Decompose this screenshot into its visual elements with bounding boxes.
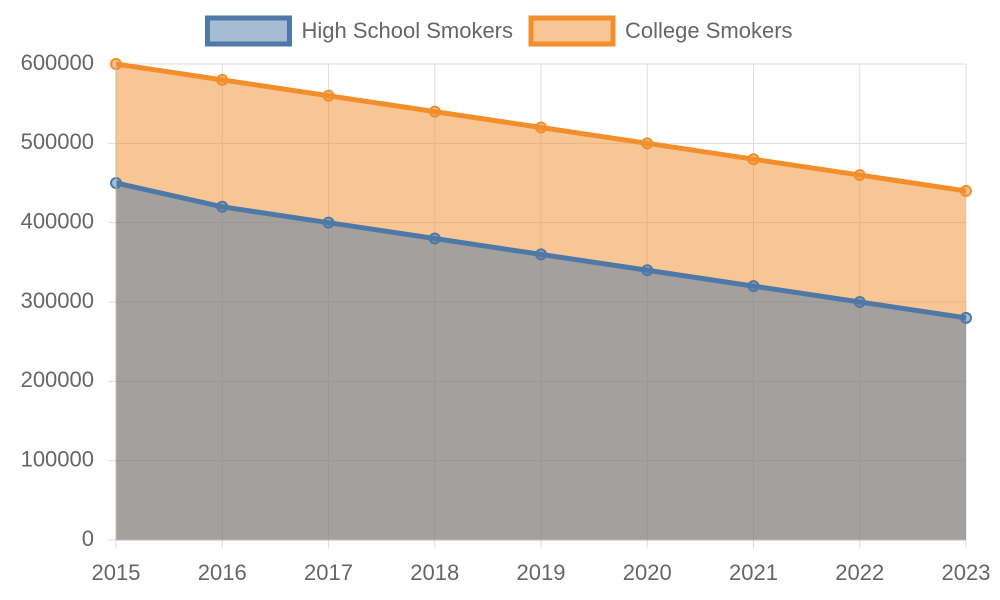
y-tick-label: 0 [82, 526, 94, 551]
legend-label: College Smokers [625, 18, 793, 43]
x-tick-label: 2018 [410, 560, 459, 585]
data-point [641, 264, 654, 277]
y-tick-label: 500000 [21, 129, 94, 154]
data-point [960, 184, 972, 197]
data-point [960, 311, 972, 324]
data-point [853, 169, 866, 182]
data-point [428, 232, 441, 245]
data-point [535, 121, 547, 134]
y-tick-label: 400000 [21, 208, 94, 233]
legend-swatch [528, 15, 616, 47]
x-tick-label: 2021 [729, 560, 778, 585]
data-point [853, 296, 866, 308]
x-tick-label: 2016 [198, 560, 247, 585]
data-point [428, 105, 441, 118]
data-point [322, 89, 335, 102]
x-tick-label: 2015 [92, 560, 141, 585]
legend: High School Smokers College Smokers [204, 15, 793, 47]
data-point [216, 73, 229, 86]
x-tick-label: 2020 [623, 560, 672, 585]
data-point [641, 137, 654, 150]
y-tick-label: 300000 [21, 288, 94, 313]
data-point [747, 280, 760, 293]
x-tick-label: 2019 [517, 560, 566, 585]
x-tick-label: 2017 [304, 560, 353, 585]
y-tick-label: 600000 [21, 50, 94, 75]
data-point [747, 153, 760, 166]
y-tick-label: 200000 [21, 367, 94, 392]
legend-item[interactable]: High School Smokers [204, 15, 513, 47]
y-tick-label: 100000 [21, 446, 94, 471]
x-tick-label: 2022 [835, 560, 884, 585]
data-point [535, 248, 547, 261]
x-tick-label: 2023 [942, 560, 991, 585]
legend-swatch [204, 15, 292, 47]
data-point [216, 200, 229, 213]
legend-label: High School Smokers [301, 18, 513, 43]
area-fill [116, 183, 966, 540]
data-point [322, 216, 335, 229]
legend-item[interactable]: College Smokers [528, 15, 793, 47]
